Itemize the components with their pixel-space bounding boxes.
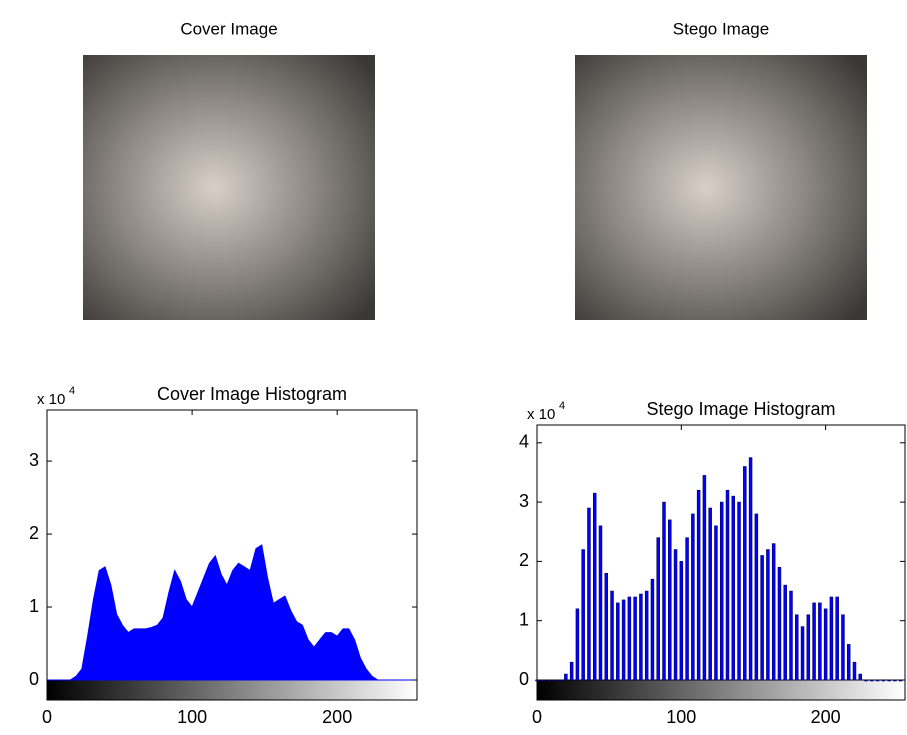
x-tick-label: 200 <box>322 707 352 727</box>
histogram-bar <box>680 561 683 680</box>
histogram-bar <box>795 615 798 680</box>
histogram-bar <box>622 600 625 680</box>
histogram-bar <box>836 597 839 680</box>
histogram-bar <box>743 467 746 680</box>
histogram-bar <box>628 597 631 680</box>
chart-title: Stego Image Histogram <box>646 399 835 419</box>
histogram-bar <box>559 680 562 681</box>
exponent-base: x 10 <box>37 391 65 408</box>
histogram-bar <box>893 680 896 681</box>
chart-title: Cover Image Histogram <box>157 384 347 404</box>
y-tick-label: 1 <box>29 596 39 616</box>
histogram-bar <box>576 609 579 680</box>
histogram-bar <box>639 594 642 680</box>
histogram-bar <box>715 526 718 680</box>
histogram-bar <box>651 579 654 680</box>
histogram-bar <box>599 526 602 680</box>
histogram-bar <box>847 644 850 680</box>
histogram-bar <box>784 585 787 680</box>
histogram-bar <box>691 514 694 680</box>
image-title: Cover Image <box>180 19 277 38</box>
histogram-bar <box>876 680 879 681</box>
histogram-bar <box>663 502 666 680</box>
histogram-bar <box>870 680 873 681</box>
histogram-bar <box>865 680 868 681</box>
y-tick-label: 1 <box>519 609 529 629</box>
stego-image <box>575 55 867 320</box>
histogram-bar <box>853 662 856 680</box>
cover-image <box>83 55 375 320</box>
exponent-base: x 10 <box>527 406 555 423</box>
y-tick-label: 0 <box>519 669 529 689</box>
y-tick-label: 2 <box>29 523 39 543</box>
histogram-bar <box>657 538 660 680</box>
histogram-bar <box>761 555 764 680</box>
image-title: Stego Image <box>673 19 769 38</box>
histogram-bar <box>738 502 741 680</box>
histogram-bar <box>582 550 585 680</box>
y-tick-label: 0 <box>29 669 39 689</box>
histogram-bar <box>611 591 614 680</box>
y-tick-label: 3 <box>519 491 529 511</box>
histogram-bar <box>830 597 833 680</box>
histogram-bar <box>720 502 723 680</box>
histogram-bar <box>801 627 804 680</box>
histogram-bar <box>697 490 700 680</box>
histogram-bar <box>616 603 619 680</box>
histogram-bar <box>536 680 539 681</box>
y-tick-label: 4 <box>519 432 529 452</box>
histogram-bar <box>674 550 677 680</box>
histogram-bar <box>813 603 816 680</box>
histogram-bar <box>842 615 845 680</box>
histogram-bar <box>899 680 902 681</box>
histogram-bar <box>732 496 735 680</box>
x-tick-label: 200 <box>811 707 841 727</box>
exponent: 4 <box>559 400 565 412</box>
histogram-bar <box>859 674 862 680</box>
colorbar <box>537 680 905 700</box>
histogram-bar <box>778 567 781 680</box>
histogram-bar <box>588 508 591 680</box>
x-tick-label: 100 <box>177 707 207 727</box>
histogram-bar <box>564 674 567 680</box>
y-tick-label: 3 <box>29 450 39 470</box>
histogram-bar <box>686 538 689 680</box>
histogram-bar <box>703 475 706 680</box>
histogram-bar <box>570 662 573 680</box>
histogram-bar <box>668 520 671 680</box>
histogram-bar <box>824 609 827 680</box>
histogram-bar <box>541 680 544 681</box>
histogram-bar <box>634 597 637 680</box>
figure: Cover Image Stego Image Cover Image Hist… <box>0 0 907 735</box>
histogram-bar <box>547 680 550 681</box>
histogram-bar <box>818 603 821 680</box>
histogram-bar <box>882 680 885 681</box>
exponent: 4 <box>69 385 75 397</box>
x-tick-label: 0 <box>42 707 52 727</box>
histogram-bar <box>772 544 775 680</box>
y-tick-label: 2 <box>519 550 529 570</box>
histogram-bar <box>645 591 648 680</box>
histogram-bar <box>709 508 712 680</box>
histogram-bar <box>807 615 810 680</box>
x-tick-label: 0 <box>532 707 542 727</box>
page: {"images": [{"title": "Cover Image"}, {"… <box>0 0 907 735</box>
histogram-bar <box>605 573 608 680</box>
colorbar <box>47 680 417 700</box>
histogram-bar <box>726 490 729 680</box>
histogram-bar <box>766 550 769 680</box>
histogram-bar <box>749 458 752 680</box>
x-tick-label: 100 <box>666 707 696 727</box>
histogram-bar <box>553 680 556 681</box>
histogram-bar <box>790 591 793 680</box>
histogram-bar <box>755 514 758 680</box>
histogram-bar <box>888 680 891 681</box>
histogram-bar <box>593 493 596 680</box>
